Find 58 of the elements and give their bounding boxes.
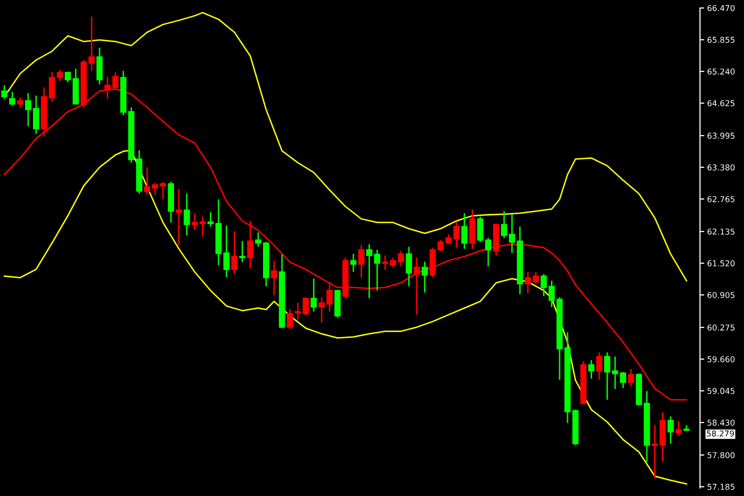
- candlestick: [406, 246, 412, 288]
- candlestick: [17, 97, 24, 108]
- candlestick: [445, 234, 452, 245]
- y-tick-label: 60.905: [708, 292, 734, 298]
- line-series: [4, 150, 688, 485]
- y-tick-label: 59.045: [708, 388, 734, 394]
- candlestick: [223, 224, 230, 278]
- candlestick: [48, 71, 56, 103]
- candlestick: [184, 192, 190, 236]
- candlestick: [1, 84, 8, 100]
- candlestick: [628, 368, 634, 388]
- candlestick: [56, 69, 63, 82]
- candlestick: [208, 211, 214, 228]
- candlestick: [588, 359, 594, 380]
- candlestick: [286, 308, 294, 330]
- candlestick: [668, 416, 674, 444]
- candlestick: [310, 278, 317, 312]
- candlestick: [350, 253, 356, 273]
- candlestick: [270, 260, 278, 296]
- y-tick-label: 63.995: [708, 132, 734, 139]
- candlestick: [390, 256, 396, 268]
- candlestick: [231, 230, 238, 275]
- candlestick: [96, 47, 103, 85]
- candlestick: [318, 296, 325, 324]
- candlestick: [9, 91, 16, 106]
- candlestick: [508, 214, 516, 254]
- candlestick: [422, 260, 428, 294]
- y-tick-label: 62.765: [708, 196, 734, 202]
- candlestick: [358, 244, 364, 278]
- y-tick-label: 65.240: [708, 68, 735, 75]
- text: 58.279: [706, 430, 734, 437]
- candlestick: [176, 188, 182, 246]
- candlestick: [152, 182, 158, 196]
- candlestick: [453, 221, 460, 248]
- y-tick-label: 60.275: [708, 324, 734, 331]
- candlestick: [398, 250, 404, 267]
- y-tick-label: 66.470: [708, 5, 735, 12]
- candlestick: [160, 181, 166, 200]
- candlestick: [326, 283, 333, 312]
- candlestick: [620, 371, 626, 389]
- candlestick: [500, 210, 508, 239]
- candlestick: [144, 166, 150, 196]
- y-tick-label: 59.660: [708, 356, 735, 362]
- y-tick-label: 57.185: [708, 484, 734, 490]
- y-tick-label: 64.625: [708, 100, 734, 106]
- y-tick-label: 61.520: [708, 260, 735, 266]
- candlestick: [414, 256, 420, 316]
- candlestick: [239, 240, 246, 263]
- candlestick: [596, 352, 602, 380]
- candlestick: [461, 212, 468, 250]
- candlestick: [247, 220, 254, 270]
- y-tick-label: 57.800: [708, 452, 735, 458]
- y-tick-label: 63.380: [708, 164, 735, 170]
- candlestick: [382, 254, 388, 271]
- y-tick-label: 62.135: [708, 228, 734, 235]
- y-tick-label: 58.430: [708, 420, 735, 426]
- candlestick: [675, 420, 682, 437]
- y-tick-label: 65.855: [708, 36, 734, 43]
